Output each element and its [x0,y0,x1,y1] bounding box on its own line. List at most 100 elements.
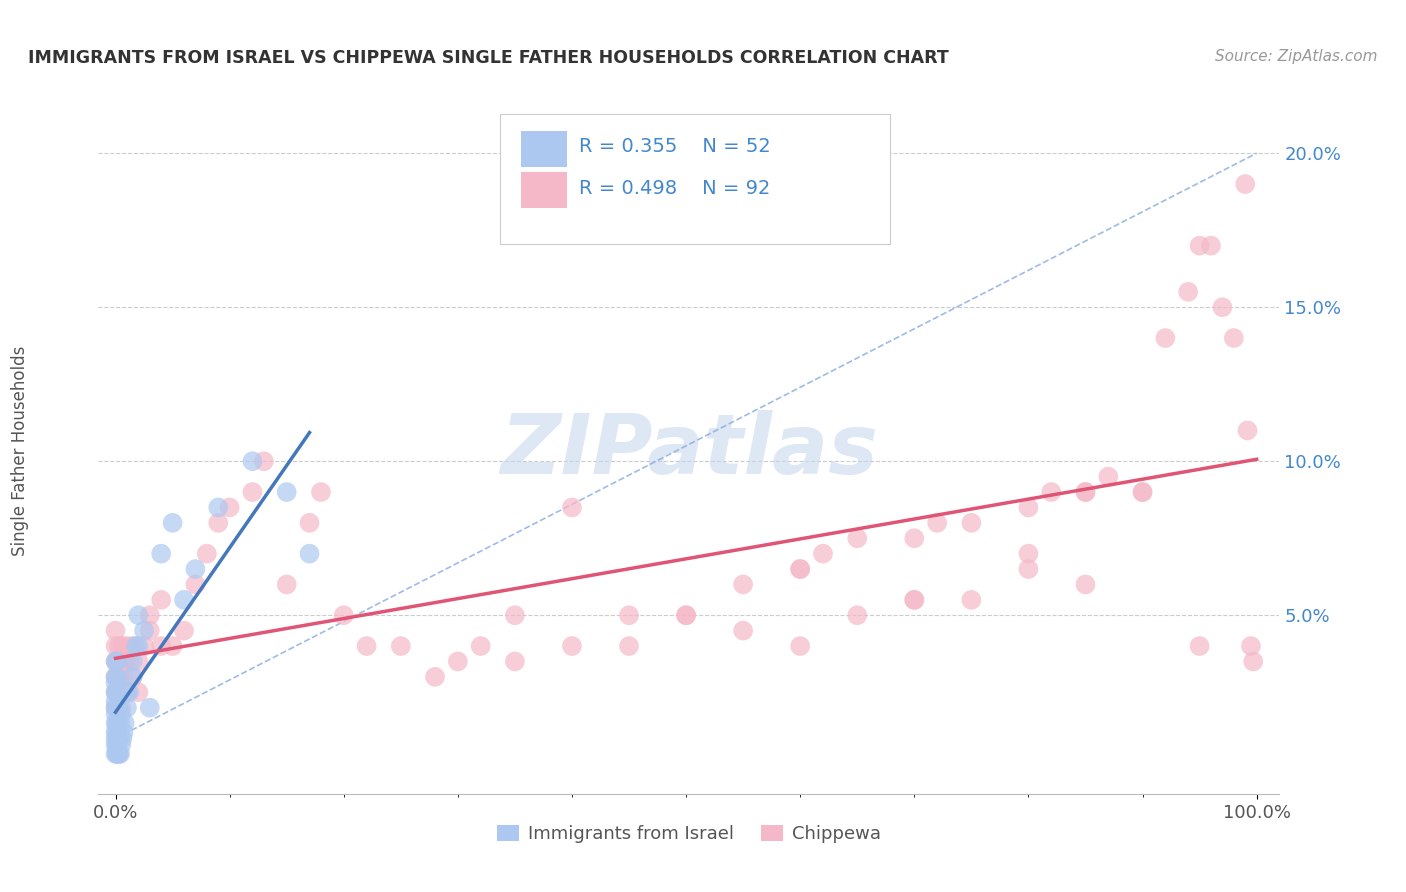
Text: ZIPatlas: ZIPatlas [501,410,877,491]
Point [1241,655,1264,669]
Text: R = 0.498    N = 92: R = 0.498 N = 92 [579,178,770,198]
Point [105,685,128,699]
Point [112,670,135,684]
Point [173,592,195,607]
Text: IMMIGRANTS FROM ISRAEL VS CHIPPEWA SINGLE FATHER HOUSEHOLDS CORRELATION CHART: IMMIGRANTS FROM ISRAEL VS CHIPPEWA SINGL… [28,49,949,67]
Point [107,655,129,669]
Point [108,731,131,746]
Point [150,639,173,653]
Point [108,700,131,714]
Point [104,700,127,714]
Point [1188,238,1211,252]
Point [1074,577,1097,591]
Point [104,685,127,699]
Point [105,655,128,669]
Point [789,639,811,653]
Point [1017,500,1039,515]
Point [105,685,128,699]
Point [1074,485,1097,500]
Point [207,500,229,515]
Point [127,655,149,669]
Point [1188,639,1211,653]
Point [1154,331,1177,345]
Point [104,639,127,653]
Point [107,716,129,731]
Point [1240,639,1263,653]
Point [561,639,583,653]
Point [125,639,148,653]
Point [218,500,240,515]
Point [470,639,492,653]
Point [107,747,129,761]
Point [503,655,526,669]
Point [356,639,378,653]
Point [104,694,127,708]
Point [276,577,298,591]
Text: Source: ZipAtlas.com: Source: ZipAtlas.com [1215,49,1378,64]
Point [104,731,127,746]
FancyBboxPatch shape [501,114,890,244]
Point [104,655,127,669]
Point [105,670,128,684]
Point [503,608,526,623]
Point [108,716,131,731]
Point [107,700,129,714]
Point [1236,424,1258,438]
Point [675,608,697,623]
Point [298,516,321,530]
Point [617,639,640,653]
Point [423,670,446,684]
Point [115,700,138,714]
Point [184,577,207,591]
Point [1132,485,1154,500]
Point [960,592,983,607]
Point [110,706,132,721]
Point [104,624,127,638]
Point [733,577,755,591]
Point [105,747,128,761]
Point [108,670,131,684]
Point [309,485,332,500]
Point [1040,485,1063,500]
Point [903,592,925,607]
Point [127,685,149,699]
Legend: Immigrants from Israel, Chippewa: Immigrants from Israel, Chippewa [489,817,889,850]
Point [107,685,129,699]
Point [114,655,136,669]
Point [105,700,128,714]
Point [1223,331,1246,345]
Point [108,747,131,761]
Point [276,485,298,500]
Point [114,716,136,731]
FancyBboxPatch shape [522,131,567,167]
Point [242,485,264,500]
FancyBboxPatch shape [522,172,567,208]
Point [733,624,755,638]
Point [104,747,127,761]
Point [110,738,132,752]
Point [105,700,128,714]
Point [139,700,162,714]
Point [104,738,127,752]
Point [127,608,149,623]
Point [121,639,143,653]
Point [332,608,354,623]
Point [110,655,132,669]
Y-axis label: Single Father Households: Single Father Households [11,345,30,556]
Point [104,670,127,684]
Point [139,624,162,638]
Point [105,670,128,684]
Point [207,516,229,530]
Point [1177,285,1199,299]
Point [115,685,138,699]
Point [132,624,155,638]
Point [127,639,149,653]
Point [298,547,321,561]
Point [105,716,128,731]
Point [162,516,184,530]
Point [104,700,127,714]
Point [811,547,834,561]
Point [927,516,949,530]
Point [104,706,127,721]
Text: R = 0.355    N = 52: R = 0.355 N = 52 [579,137,770,156]
